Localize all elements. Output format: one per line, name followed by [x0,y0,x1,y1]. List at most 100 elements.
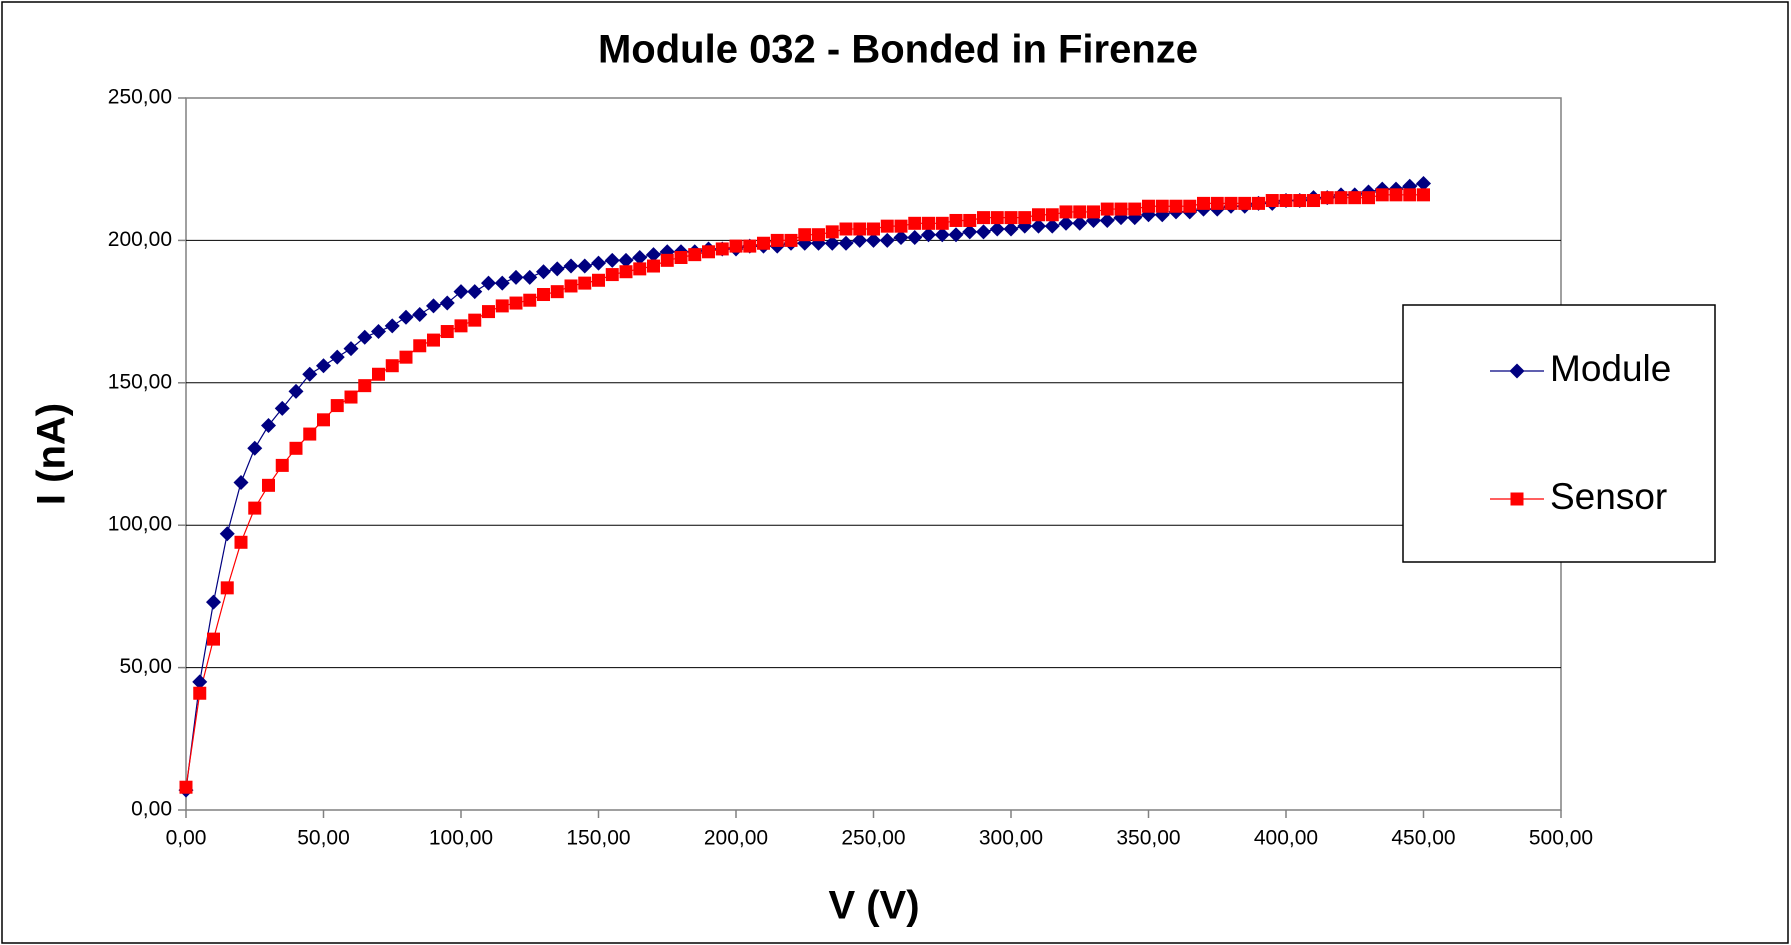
data-point [578,276,592,290]
data-point [399,350,413,364]
data-point [757,236,770,250]
legend-label: Sensor [1550,476,1667,517]
chart-title: Module 032 - Bonded in Firenze [598,28,1198,72]
data-point [838,235,854,251]
data-point [1072,215,1088,231]
data-point [879,232,895,248]
data-point [1416,175,1431,191]
data-point [344,390,358,404]
x-tick-label: 400,00 [1254,827,1318,850]
data-point [1018,211,1032,225]
data-point [426,298,441,314]
data-point [592,273,605,287]
y-tick-label: 50,00 [119,655,172,678]
data-point [852,232,868,248]
data-point [220,581,234,595]
data-point [1142,199,1155,213]
data-point [646,247,661,263]
data-point [289,441,303,455]
data-point [1100,202,1114,216]
x-tick-label: 150,00 [566,827,630,850]
data-point [508,269,524,285]
x-tick-label: 350,00 [1116,827,1180,850]
data-point [1058,215,1074,231]
data-point [962,224,978,240]
data-point [440,325,454,339]
legend-label: Module [1550,348,1671,389]
data-point [357,329,373,345]
data-point [1307,194,1320,208]
x-tick-label: 250,00 [841,827,905,850]
data-point [206,594,221,610]
data-point [1114,202,1128,216]
data-point [1183,199,1197,213]
data-point [824,235,840,251]
data-point [989,221,1005,237]
data-point [922,216,935,230]
y-tick-label: 150,00 [108,370,172,393]
data-point [1031,218,1046,234]
data-point [1004,211,1018,225]
data-point [1044,218,1060,234]
data-point [1375,188,1389,202]
data-point [866,232,881,248]
data-point [715,242,729,256]
y-axis-title: I (nA) [30,403,74,505]
data-point [660,253,674,267]
data-point [1073,205,1087,219]
data-point [453,284,469,300]
data-point [481,275,496,291]
data-point [894,219,908,233]
legend-box [1402,304,1716,563]
data-point [604,252,620,268]
x-tick-label: 0,00 [166,827,207,850]
data-point [343,341,359,357]
data-point [549,261,565,277]
data-point [1265,194,1279,208]
data-point [619,265,633,279]
x-tick-label: 450,00 [1391,827,1455,850]
data-point [550,285,564,299]
data-point [949,213,963,227]
data-point [812,228,825,242]
data-point [990,211,1004,225]
data-point [1238,196,1252,210]
data-point [233,474,249,490]
data-point [921,227,936,243]
data-point [536,264,551,280]
data-point [1279,194,1293,208]
data-point [192,674,208,690]
data-point [316,358,331,374]
legend-marker [1510,492,1524,506]
data-point [1003,221,1019,237]
data-point [179,780,193,794]
data-point [729,239,743,253]
data-point [784,233,798,247]
data-point [605,268,619,282]
data-point [577,258,593,274]
data-point [1032,208,1045,222]
data-point [976,224,991,240]
data-point [1348,191,1362,205]
data-point [439,295,455,311]
data-point [274,400,290,416]
data-point [303,427,317,441]
legend-marker [1509,363,1525,379]
data-point [674,250,688,264]
data-point [1099,212,1115,228]
data-point [564,279,578,293]
data-point [702,245,715,259]
data-point [647,259,660,273]
data-point [219,526,235,542]
data-point [934,227,950,243]
data-point [384,318,400,334]
data-point [454,319,468,333]
y-tick-label: 0,00 [131,798,172,821]
data-point [977,211,990,225]
data-point [908,216,922,230]
data-point [1403,188,1417,202]
data-point [893,230,909,246]
data-point [1128,202,1142,216]
data-point [1334,191,1348,205]
